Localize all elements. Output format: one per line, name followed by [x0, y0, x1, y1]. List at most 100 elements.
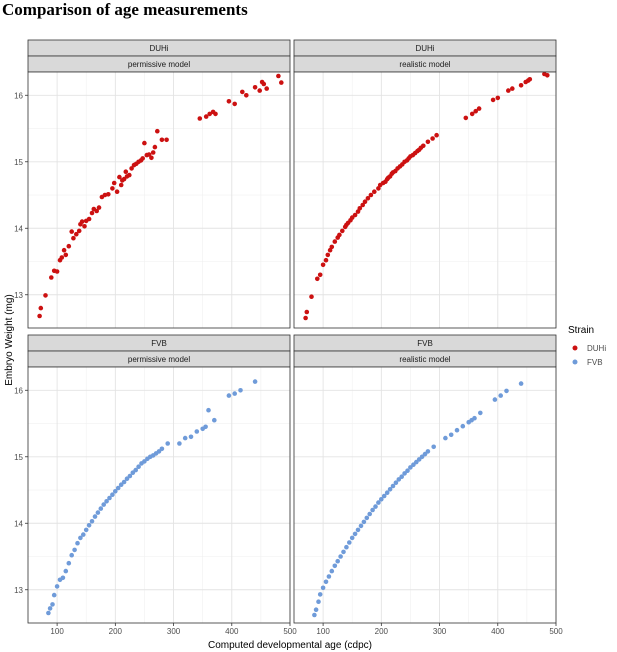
data-point: [545, 73, 550, 78]
data-point: [146, 152, 152, 157]
data-point: [325, 252, 331, 258]
panel-border: [293, 366, 557, 624]
data-point: [213, 111, 218, 117]
data-point: [355, 527, 361, 533]
data-point: [396, 477, 402, 482]
data-point: [155, 128, 160, 134]
y-tick-label: 15: [14, 158, 23, 167]
data-point: [50, 602, 55, 607]
facet-strip-bottom-label: realistic model: [399, 355, 450, 364]
data-point: [123, 169, 129, 174]
y-tick-label: 13: [14, 291, 23, 300]
data-point: [376, 186, 381, 191]
data-point: [117, 174, 122, 180]
data-point: [309, 294, 314, 300]
x-tick-label: 100: [50, 627, 64, 636]
data-point: [152, 144, 158, 150]
facet-strip-bottom-label: realistic model: [399, 60, 450, 69]
data-point: [38, 305, 44, 311]
data-point: [121, 176, 127, 182]
data-point: [188, 434, 194, 440]
y-axis-label: Embryo Weight (mg): [4, 294, 15, 386]
data-point: [518, 381, 524, 386]
panel-background: [28, 72, 290, 328]
data-point: [527, 77, 533, 82]
data-point: [207, 111, 212, 117]
data-point: [422, 451, 428, 457]
data-point: [129, 166, 134, 171]
data-point: [203, 424, 208, 430]
data-point: [212, 417, 217, 423]
data-point: [431, 444, 437, 450]
data-point: [51, 592, 57, 598]
facet-strip-bottom-label: permissive model: [128, 355, 190, 364]
legend-entry-fvb: FVB: [572, 358, 603, 367]
data-point: [338, 554, 343, 559]
data-point: [54, 584, 60, 589]
data-point: [86, 523, 92, 528]
data-point: [238, 388, 243, 393]
data-point: [379, 497, 384, 502]
data-point: [110, 186, 115, 191]
data-point: [340, 228, 345, 234]
data-point: [381, 493, 387, 499]
panel-background: [294, 367, 556, 623]
data-point: [393, 480, 399, 486]
panel-border: [293, 71, 557, 329]
data-point: [257, 88, 263, 93]
data-point: [226, 99, 232, 104]
data-point: [203, 114, 209, 119]
data-point: [332, 239, 338, 244]
data-point: [448, 432, 454, 438]
data-point: [506, 88, 511, 93]
data-point: [492, 397, 498, 402]
data-point: [165, 441, 170, 446]
data-point: [279, 80, 284, 85]
data-point: [206, 407, 211, 413]
data-point: [61, 247, 67, 253]
x-tick-label: 200: [109, 627, 123, 636]
y-tick-label: 16: [14, 91, 23, 100]
data-point: [316, 599, 321, 604]
data-point: [136, 464, 141, 470]
data-point: [226, 393, 232, 398]
data-point: [361, 519, 367, 525]
data-point: [197, 116, 203, 121]
data-point: [252, 379, 258, 384]
data-point: [46, 610, 51, 616]
data-point: [434, 132, 439, 138]
data-point: [232, 101, 237, 107]
y-tick-label: 15: [14, 453, 23, 462]
data-point: [365, 196, 371, 201]
data-point: [357, 206, 363, 211]
data-point: [69, 229, 74, 234]
data-point: [312, 612, 317, 618]
data-point: [72, 547, 77, 553]
data-point: [478, 410, 483, 416]
data-point: [425, 139, 431, 145]
data-point: [390, 483, 396, 489]
x-tick-label: 400: [225, 627, 239, 636]
data-point: [182, 435, 188, 441]
data-point: [127, 473, 133, 479]
data-point: [360, 202, 366, 208]
data-point: [402, 471, 407, 476]
data-point: [86, 216, 92, 222]
x-tick-label: 300: [167, 627, 181, 636]
data-point: [89, 210, 95, 216]
data-point: [473, 108, 479, 114]
data-point: [114, 189, 120, 194]
legend-entry-duhi: DUHi: [572, 344, 606, 353]
data-point: [469, 111, 475, 117]
data-point: [352, 531, 358, 537]
data-point: [232, 391, 237, 396]
data-point: [75, 540, 80, 546]
data-point: [454, 427, 460, 433]
data-point: [329, 244, 335, 250]
legend-key: [572, 359, 578, 365]
data-point: [419, 454, 425, 460]
facet-panel-1: DUHi permissive model 13 14 15 16: [14, 39, 291, 329]
chart-title: Comparison of age measurements: [2, 0, 248, 19]
data-point: [425, 449, 431, 454]
data-point: [96, 205, 102, 210]
